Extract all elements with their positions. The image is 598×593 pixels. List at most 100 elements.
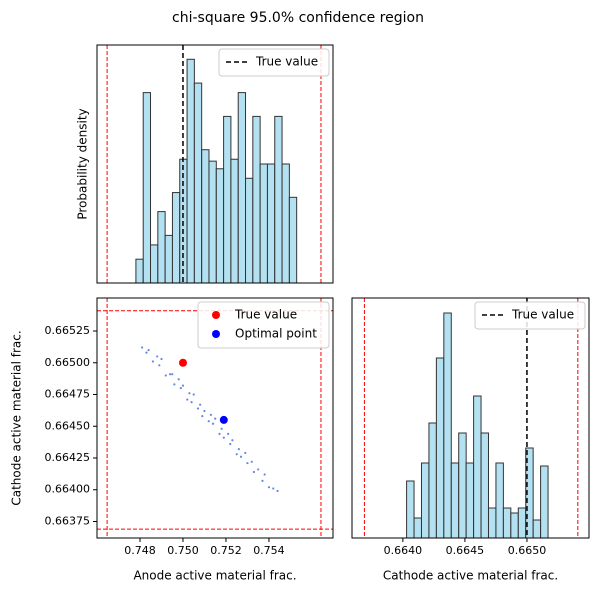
histogram-bar [186, 58, 195, 284]
legend-box [474, 301, 586, 330]
sample-point [168, 373, 172, 376]
histogram-bar [193, 82, 203, 284]
histogram-bar [465, 462, 475, 539]
marker [178, 358, 187, 367]
legend-label: Optimal point [235, 327, 317, 341]
sample-point [181, 384, 185, 387]
x-axis-label: Anode active material frac. [133, 569, 296, 583]
histogram-bar [171, 192, 181, 284]
histogram-bar [443, 312, 452, 539]
sample-point [179, 387, 182, 390]
sample-point [235, 453, 238, 456]
sample-point [246, 461, 249, 465]
histogram-bar [208, 160, 217, 284]
sample-point [147, 348, 150, 352]
sample-point [201, 414, 204, 418]
histogram-bar [230, 158, 239, 284]
sample-point [188, 392, 191, 395]
x-tick-label: 0.748 [124, 544, 156, 557]
histogram-bar [406, 480, 415, 539]
sample-point [263, 473, 266, 476]
histogram-bar [281, 163, 290, 284]
histogram-bar [135, 258, 144, 284]
sample-point [192, 393, 195, 396]
histogram-bar [532, 519, 542, 539]
x-tick-label: 0.6640 [384, 544, 423, 557]
histogram-bar [480, 432, 489, 539]
plot-frame [96, 297, 334, 539]
histogram-bar [274, 115, 283, 284]
histogram-bar [540, 465, 549, 539]
y-tick-label: 0.66375 [45, 514, 91, 527]
x-axis-label: Cathode active material frac. [383, 569, 558, 583]
histogram-bar [259, 163, 268, 284]
plot-frame [351, 297, 590, 539]
sample-point [156, 355, 159, 358]
histogram-bar [237, 92, 247, 284]
x-tick-label: 0.752 [210, 544, 242, 557]
sample-point [272, 487, 275, 490]
sample-point [151, 360, 154, 363]
histogram-bar [164, 234, 173, 284]
legend-box [197, 301, 330, 349]
sample-point [227, 432, 230, 435]
sample-point [186, 398, 189, 401]
histogram-bar [413, 517, 422, 539]
histogram-bar [201, 149, 210, 284]
legend-label: True value [234, 308, 297, 322]
legend-box [218, 48, 330, 77]
y-tick-label: 0.66500 [45, 356, 91, 369]
sample-point [252, 470, 256, 474]
sample-point [239, 455, 243, 458]
histogram-bar [517, 507, 527, 539]
sample-point [207, 420, 210, 423]
legend-swatch [212, 311, 220, 319]
sample-point [214, 417, 217, 420]
y-tick-label: 0.66450 [45, 419, 91, 432]
sample-point [164, 374, 167, 377]
histogram-bar [142, 92, 152, 284]
sample-point [276, 489, 279, 493]
y-tick-label: 0.66525 [45, 324, 91, 337]
x-tick-label: 0.750 [167, 544, 199, 557]
sample-point [141, 346, 144, 349]
y-tick-label: 0.66475 [45, 388, 91, 401]
histogram-bar [450, 462, 460, 539]
y-tick-label: 0.66425 [45, 451, 91, 464]
sample-point [190, 401, 193, 404]
figure-title: chi-square 95.0% confidence region [172, 10, 424, 26]
histogram-bar [502, 507, 512, 539]
histogram-bar [252, 115, 261, 284]
sample-point [267, 486, 271, 489]
legend-label: True value [511, 308, 574, 322]
histogram-bar [458, 432, 467, 539]
histogram-bar [266, 163, 276, 284]
sample-point [229, 442, 232, 446]
histogram-bar [428, 422, 437, 539]
sample-point [211, 422, 215, 425]
y-axis-label: Cathode active material frac. [10, 330, 24, 505]
histogram-bar [157, 211, 166, 284]
histogram-bar [510, 512, 519, 539]
sample-point [222, 436, 225, 439]
sample-point [231, 439, 234, 442]
sample-point [220, 427, 223, 430]
histogram-bar [435, 357, 445, 539]
sample-point [199, 403, 202, 406]
legend-label: True value [255, 55, 318, 69]
histogram-bar [487, 507, 497, 539]
histogram-bar [150, 244, 159, 284]
x-tick-label: 0.6650 [508, 544, 547, 557]
sample-point [257, 468, 260, 471]
histogram-bar [215, 168, 225, 284]
histogram-bar [495, 462, 504, 539]
histogram-bar [245, 177, 254, 284]
sample-point [209, 413, 213, 416]
histogram-bar [473, 395, 482, 539]
sample-point [261, 479, 264, 482]
sample-point [173, 383, 176, 386]
sample-point [237, 448, 240, 451]
sample-point [250, 460, 253, 463]
y-tick-label: 0.66400 [45, 483, 91, 496]
